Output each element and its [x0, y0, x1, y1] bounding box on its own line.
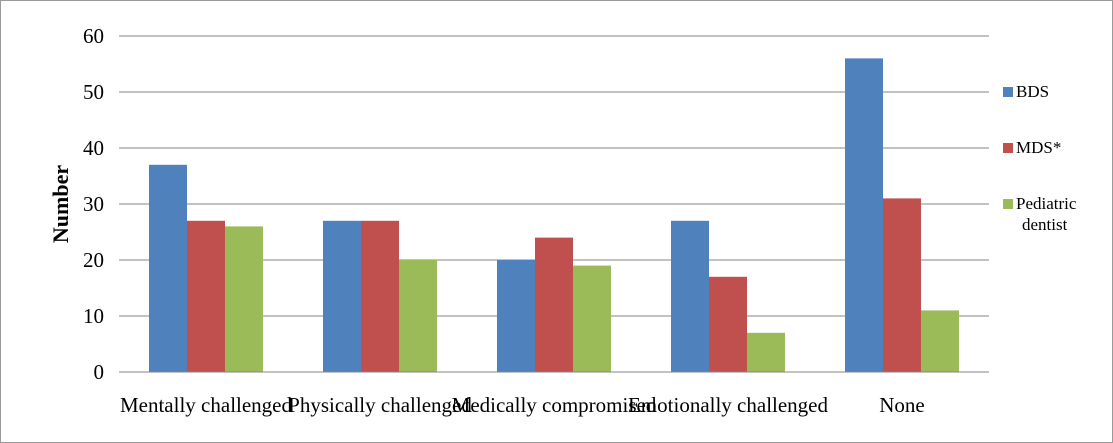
y-tick-label: 10: [83, 304, 104, 328]
bar: [361, 220, 399, 372]
bars: [149, 58, 959, 373]
bar: [323, 220, 361, 372]
bar: [149, 164, 187, 372]
bar: [747, 332, 785, 372]
bar: [845, 58, 883, 373]
bar: [671, 220, 709, 372]
category-label: Physically challenged: [288, 393, 472, 417]
legend-label: BDS: [1016, 82, 1049, 101]
category-label: Medically compromised: [452, 393, 657, 417]
y-tick-labels: 0 10 20 30 40 50 60: [83, 24, 104, 384]
bar: [535, 237, 573, 372]
bar: [497, 260, 535, 372]
gridlines: [119, 35, 989, 317]
bar: [187, 220, 225, 372]
legend-label: Pediatric: [1016, 194, 1077, 213]
y-tick-label: 60: [83, 24, 104, 48]
legend-swatch: [1003, 87, 1013, 97]
y-tick-label: 30: [83, 192, 104, 216]
bar: [883, 198, 921, 372]
y-tick-label: 40: [83, 136, 104, 160]
legend-swatch: [1003, 143, 1013, 153]
legend-label: dentist: [1022, 215, 1068, 234]
category-label: Mentally challenged: [120, 393, 293, 417]
y-axis-title: Number: [48, 165, 73, 243]
bar: [225, 226, 263, 372]
bar: [921, 310, 959, 372]
legend-label: MDS*: [1016, 138, 1061, 157]
bar: [399, 260, 437, 372]
y-tick-label: 20: [83, 248, 104, 272]
category-label: None: [879, 393, 925, 417]
y-tick-label: 0: [94, 360, 105, 384]
bar: [573, 265, 611, 372]
y-tick-label: 50: [83, 80, 104, 104]
category-label: Emotionally challenged: [628, 393, 829, 417]
legend: BDS MDS* Pediatric dentist: [1003, 82, 1077, 234]
legend-swatch: [1003, 199, 1013, 209]
bar: [709, 276, 747, 372]
